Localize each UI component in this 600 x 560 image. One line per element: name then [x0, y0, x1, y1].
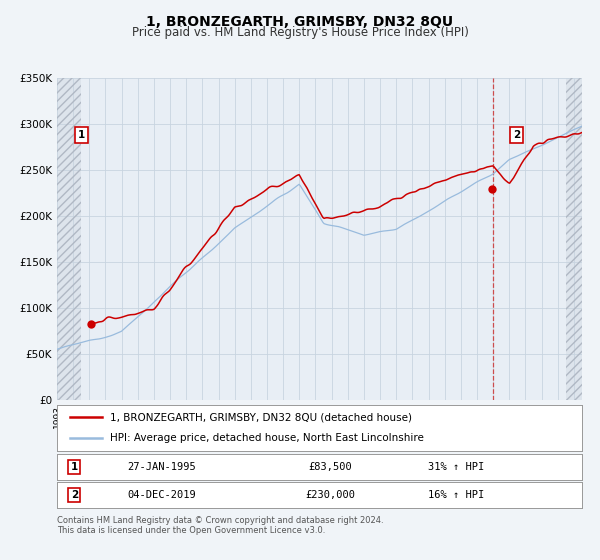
- Text: HPI: Average price, detached house, North East Lincolnshire: HPI: Average price, detached house, Nort…: [110, 433, 424, 444]
- Text: Price paid vs. HM Land Registry's House Price Index (HPI): Price paid vs. HM Land Registry's House …: [131, 26, 469, 39]
- Bar: [566, 78, 582, 400]
- Text: 27-JAN-1995: 27-JAN-1995: [128, 462, 196, 472]
- Text: 1: 1: [78, 130, 85, 140]
- Text: 1: 1: [71, 462, 78, 472]
- Text: £83,500: £83,500: [308, 462, 352, 472]
- Text: 2: 2: [71, 490, 78, 500]
- Text: 31% ↑ HPI: 31% ↑ HPI: [428, 462, 484, 472]
- Text: 2: 2: [513, 130, 520, 140]
- Text: £230,000: £230,000: [305, 490, 355, 500]
- Text: 1, BRONZEGARTH, GRIMSBY, DN32 8QU (detached house): 1, BRONZEGARTH, GRIMSBY, DN32 8QU (detac…: [110, 412, 412, 422]
- Text: 1, BRONZEGARTH, GRIMSBY, DN32 8QU: 1, BRONZEGARTH, GRIMSBY, DN32 8QU: [146, 15, 454, 29]
- Bar: [57, 78, 81, 400]
- Text: 04-DEC-2019: 04-DEC-2019: [128, 490, 196, 500]
- Text: Contains HM Land Registry data © Crown copyright and database right 2024.: Contains HM Land Registry data © Crown c…: [57, 516, 383, 525]
- Text: 16% ↑ HPI: 16% ↑ HPI: [428, 490, 484, 500]
- Bar: [566, 78, 582, 400]
- Text: This data is licensed under the Open Government Licence v3.0.: This data is licensed under the Open Gov…: [57, 526, 325, 535]
- Bar: [57, 78, 81, 400]
